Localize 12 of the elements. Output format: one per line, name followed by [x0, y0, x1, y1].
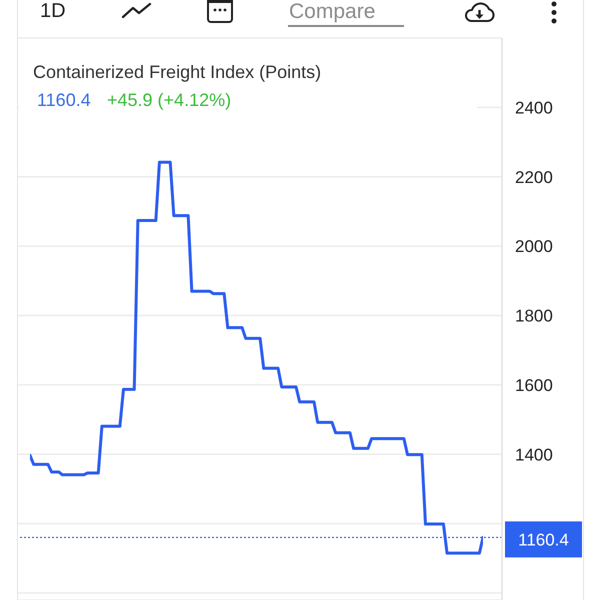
ref-line-label: 1160.4: [518, 530, 569, 550]
y-tick-label: 2000: [515, 237, 553, 256]
y-tick-label: 2200: [515, 168, 553, 187]
text: Containerized Freight Index (Points): [33, 62, 322, 82]
y-tick-label: 2400: [515, 98, 553, 118]
y-tick-label: 1800: [515, 306, 553, 326]
annotation: +45.9 (+4.12%): [107, 90, 232, 110]
text: Compare: [289, 0, 376, 23]
y-tick-label: 1600: [515, 376, 553, 395]
y-tick-label: 1400: [515, 445, 553, 464]
annotation: 1160.4: [37, 90, 91, 110]
text: 1D: [40, 0, 66, 22]
